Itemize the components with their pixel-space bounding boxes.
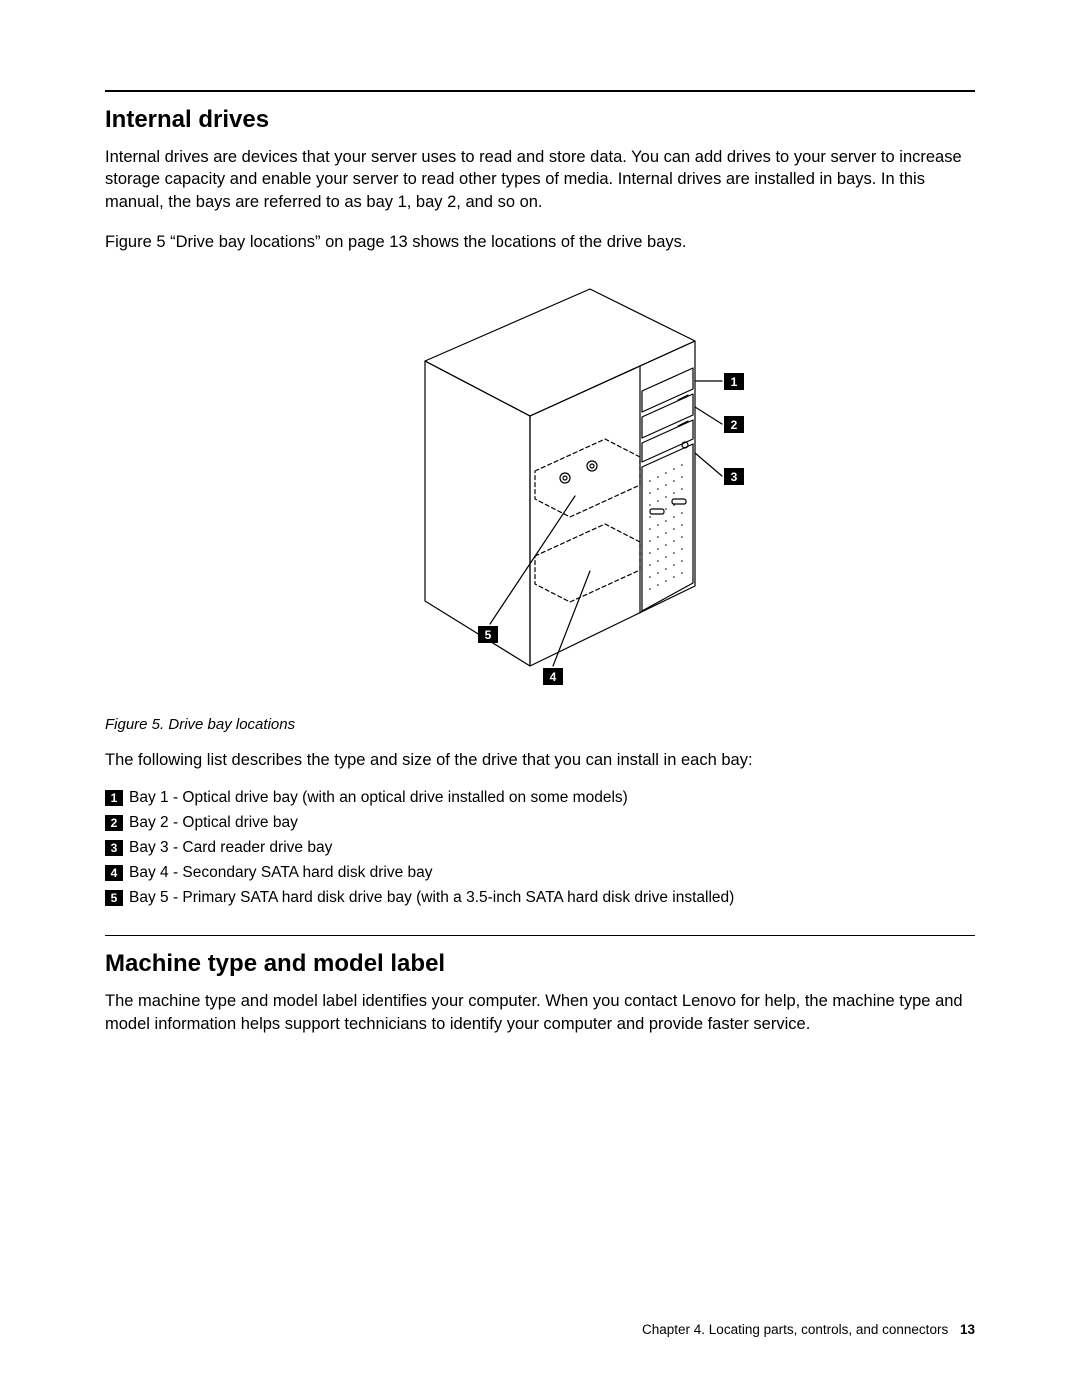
- list-item: 5 Bay 5 - Primary SATA hard disk drive b…: [105, 889, 975, 907]
- callout-1: 1: [731, 375, 738, 389]
- heading-machine-type: Machine type and model label: [105, 950, 975, 978]
- top-rule: [105, 90, 975, 92]
- callout-4: 4: [550, 670, 557, 684]
- callout-box-icon: 1: [105, 790, 123, 806]
- paragraph-machine-type: The machine type and model label identif…: [105, 990, 975, 1035]
- list-item-text: Bay 5 - Primary SATA hard disk drive bay…: [129, 889, 734, 907]
- list-item-text: Bay 2 - Optical drive bay: [129, 814, 298, 832]
- page: Internal drives Internal drives are devi…: [0, 0, 1080, 1397]
- callout-box-icon: 4: [105, 865, 123, 881]
- paragraph-internal-drives-2: Figure 5 “Drive bay locations” on page 1…: [105, 231, 975, 253]
- callout-3: 3: [731, 470, 738, 484]
- paragraph-internal-drives-1: Internal drives are devices that your se…: [105, 146, 975, 213]
- list-item: 1 Bay 1 - Optical drive bay (with an opt…: [105, 789, 975, 807]
- footer-chapter: Chapter 4. Locating parts, controls, and…: [642, 1322, 948, 1337]
- figure-drive-bays: 1 2 3 4 5: [105, 271, 975, 706]
- callout-box-icon: 3: [105, 840, 123, 856]
- list-item-text: Bay 1 - Optical drive bay (with an optic…: [129, 789, 628, 807]
- section-rule: [105, 935, 975, 936]
- callout-2: 2: [731, 418, 738, 432]
- callout-5: 5: [485, 628, 492, 642]
- drive-bay-diagram: 1 2 3 4 5: [290, 271, 790, 701]
- footer-page-number: 13: [960, 1322, 975, 1337]
- page-footer: Chapter 4. Locating parts, controls, and…: [642, 1322, 975, 1337]
- callout-box-icon: 5: [105, 890, 123, 906]
- heading-internal-drives: Internal drives: [105, 106, 975, 134]
- list-item-text: Bay 4 - Secondary SATA hard disk drive b…: [129, 864, 433, 882]
- callout-box-icon: 2: [105, 815, 123, 831]
- list-intro: The following list describes the type an…: [105, 749, 975, 771]
- figure-caption: Figure 5. Drive bay locations: [105, 716, 975, 733]
- list-item: 4 Bay 4 - Secondary SATA hard disk drive…: [105, 864, 975, 882]
- list-item-text: Bay 3 - Card reader drive bay: [129, 839, 332, 857]
- list-item: 2 Bay 2 - Optical drive bay: [105, 814, 975, 832]
- bay-list: 1 Bay 1 - Optical drive bay (with an opt…: [105, 789, 975, 907]
- list-item: 3 Bay 3 - Card reader drive bay: [105, 839, 975, 857]
